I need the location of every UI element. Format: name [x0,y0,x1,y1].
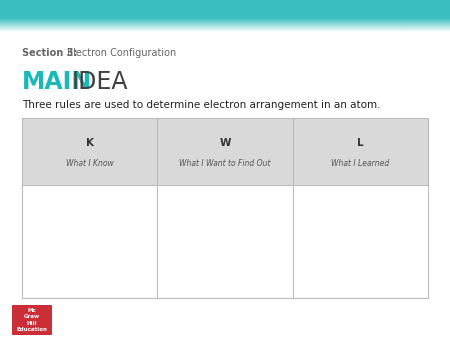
Bar [12,305,52,335]
Text: K: K [86,139,94,148]
Text: What I Want to Find Out: What I Want to Find Out [179,159,271,168]
Text: Mc
Graw
Hill
Education: Mc Graw Hill Education [17,308,47,332]
Text: W: W [219,139,231,148]
Text: Electron Configuration: Electron Configuration [67,48,176,58]
Text: What I Learned: What I Learned [331,159,389,168]
Text: Three rules are used to determine electron arrangement in an atom.: Three rules are used to determine electr… [22,100,381,110]
Text: MAIN: MAIN [22,70,92,94]
Text: What I Know: What I Know [66,159,113,168]
Bar [22,118,428,298]
Bar [0,0,450,18]
Text: Section 3:: Section 3: [22,48,77,58]
Bar [22,118,428,185]
Bar [22,185,428,298]
Text: IDEA: IDEA [72,70,129,94]
Text: L: L [357,139,364,148]
